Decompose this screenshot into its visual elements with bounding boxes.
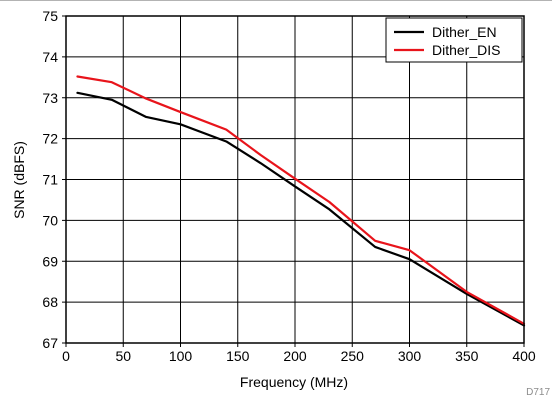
x-tick-label: 50 [115, 348, 131, 364]
x-tick-label: 300 [398, 348, 422, 364]
y-tick-label: 72 [42, 131, 58, 147]
x-tick-label: 0 [62, 348, 70, 364]
x-axis-title: Frequency (MHz) [240, 374, 348, 390]
y-tick-label: 73 [42, 90, 58, 106]
series-line-dither-en [76, 91, 526, 327]
x-tick-label: 250 [341, 348, 365, 364]
y-axis-title: SNR (dBFS) [11, 141, 27, 219]
x-tick-label: 400 [512, 348, 536, 364]
y-tick-label: 69 [42, 253, 58, 269]
y-tick-label: 68 [42, 294, 58, 310]
y-tick-label: 75 [42, 8, 58, 24]
y-tick-label: 71 [42, 172, 58, 188]
y-tick-label: 74 [42, 49, 58, 65]
legend-label: Dither_EN [432, 24, 497, 40]
x-tick-label: 350 [455, 348, 479, 364]
legend-label: Dither_DIS [432, 42, 500, 58]
x-tick-label: 100 [169, 348, 193, 364]
x-tick-label: 200 [283, 348, 307, 364]
y-tick-label: 67 [42, 335, 58, 351]
y-tick-label: 70 [42, 212, 58, 228]
series-line-dither-dis [76, 75, 526, 325]
x-tick-label: 150 [226, 348, 250, 364]
legend-box [385, 17, 523, 63]
figure-id-annotation: D717 [526, 387, 550, 397]
